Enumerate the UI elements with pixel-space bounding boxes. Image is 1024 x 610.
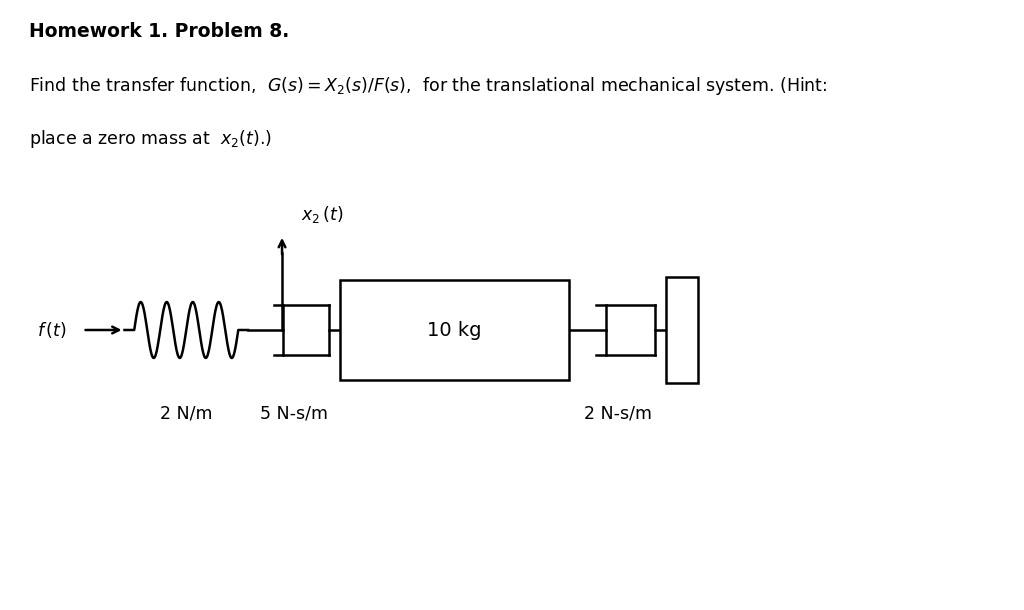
Text: 10 kg: 10 kg [427, 320, 482, 340]
Text: $x_2\,(t)$: $x_2\,(t)$ [301, 204, 344, 225]
Text: $f\,(t)$: $f\,(t)$ [37, 320, 67, 340]
Bar [667, 278, 698, 382]
Text: 2 N/m: 2 N/m [160, 405, 213, 423]
Text: Homework 1. Problem 8.: Homework 1. Problem 8. [29, 22, 290, 41]
Text: 5 N-s/m: 5 N-s/m [260, 405, 328, 423]
Bar [340, 280, 569, 380]
Text: Find the transfer function,  $G(s)=X_2(s)/F(s)$,  for the translational mechanic: Find the transfer function, $G(s)=X_2(s)… [29, 75, 827, 97]
Text: place a zero mass at  $x_2(t)$.): place a zero mass at $x_2(t)$.) [29, 128, 272, 150]
Text: 2 N-s/m: 2 N-s/m [584, 405, 651, 423]
